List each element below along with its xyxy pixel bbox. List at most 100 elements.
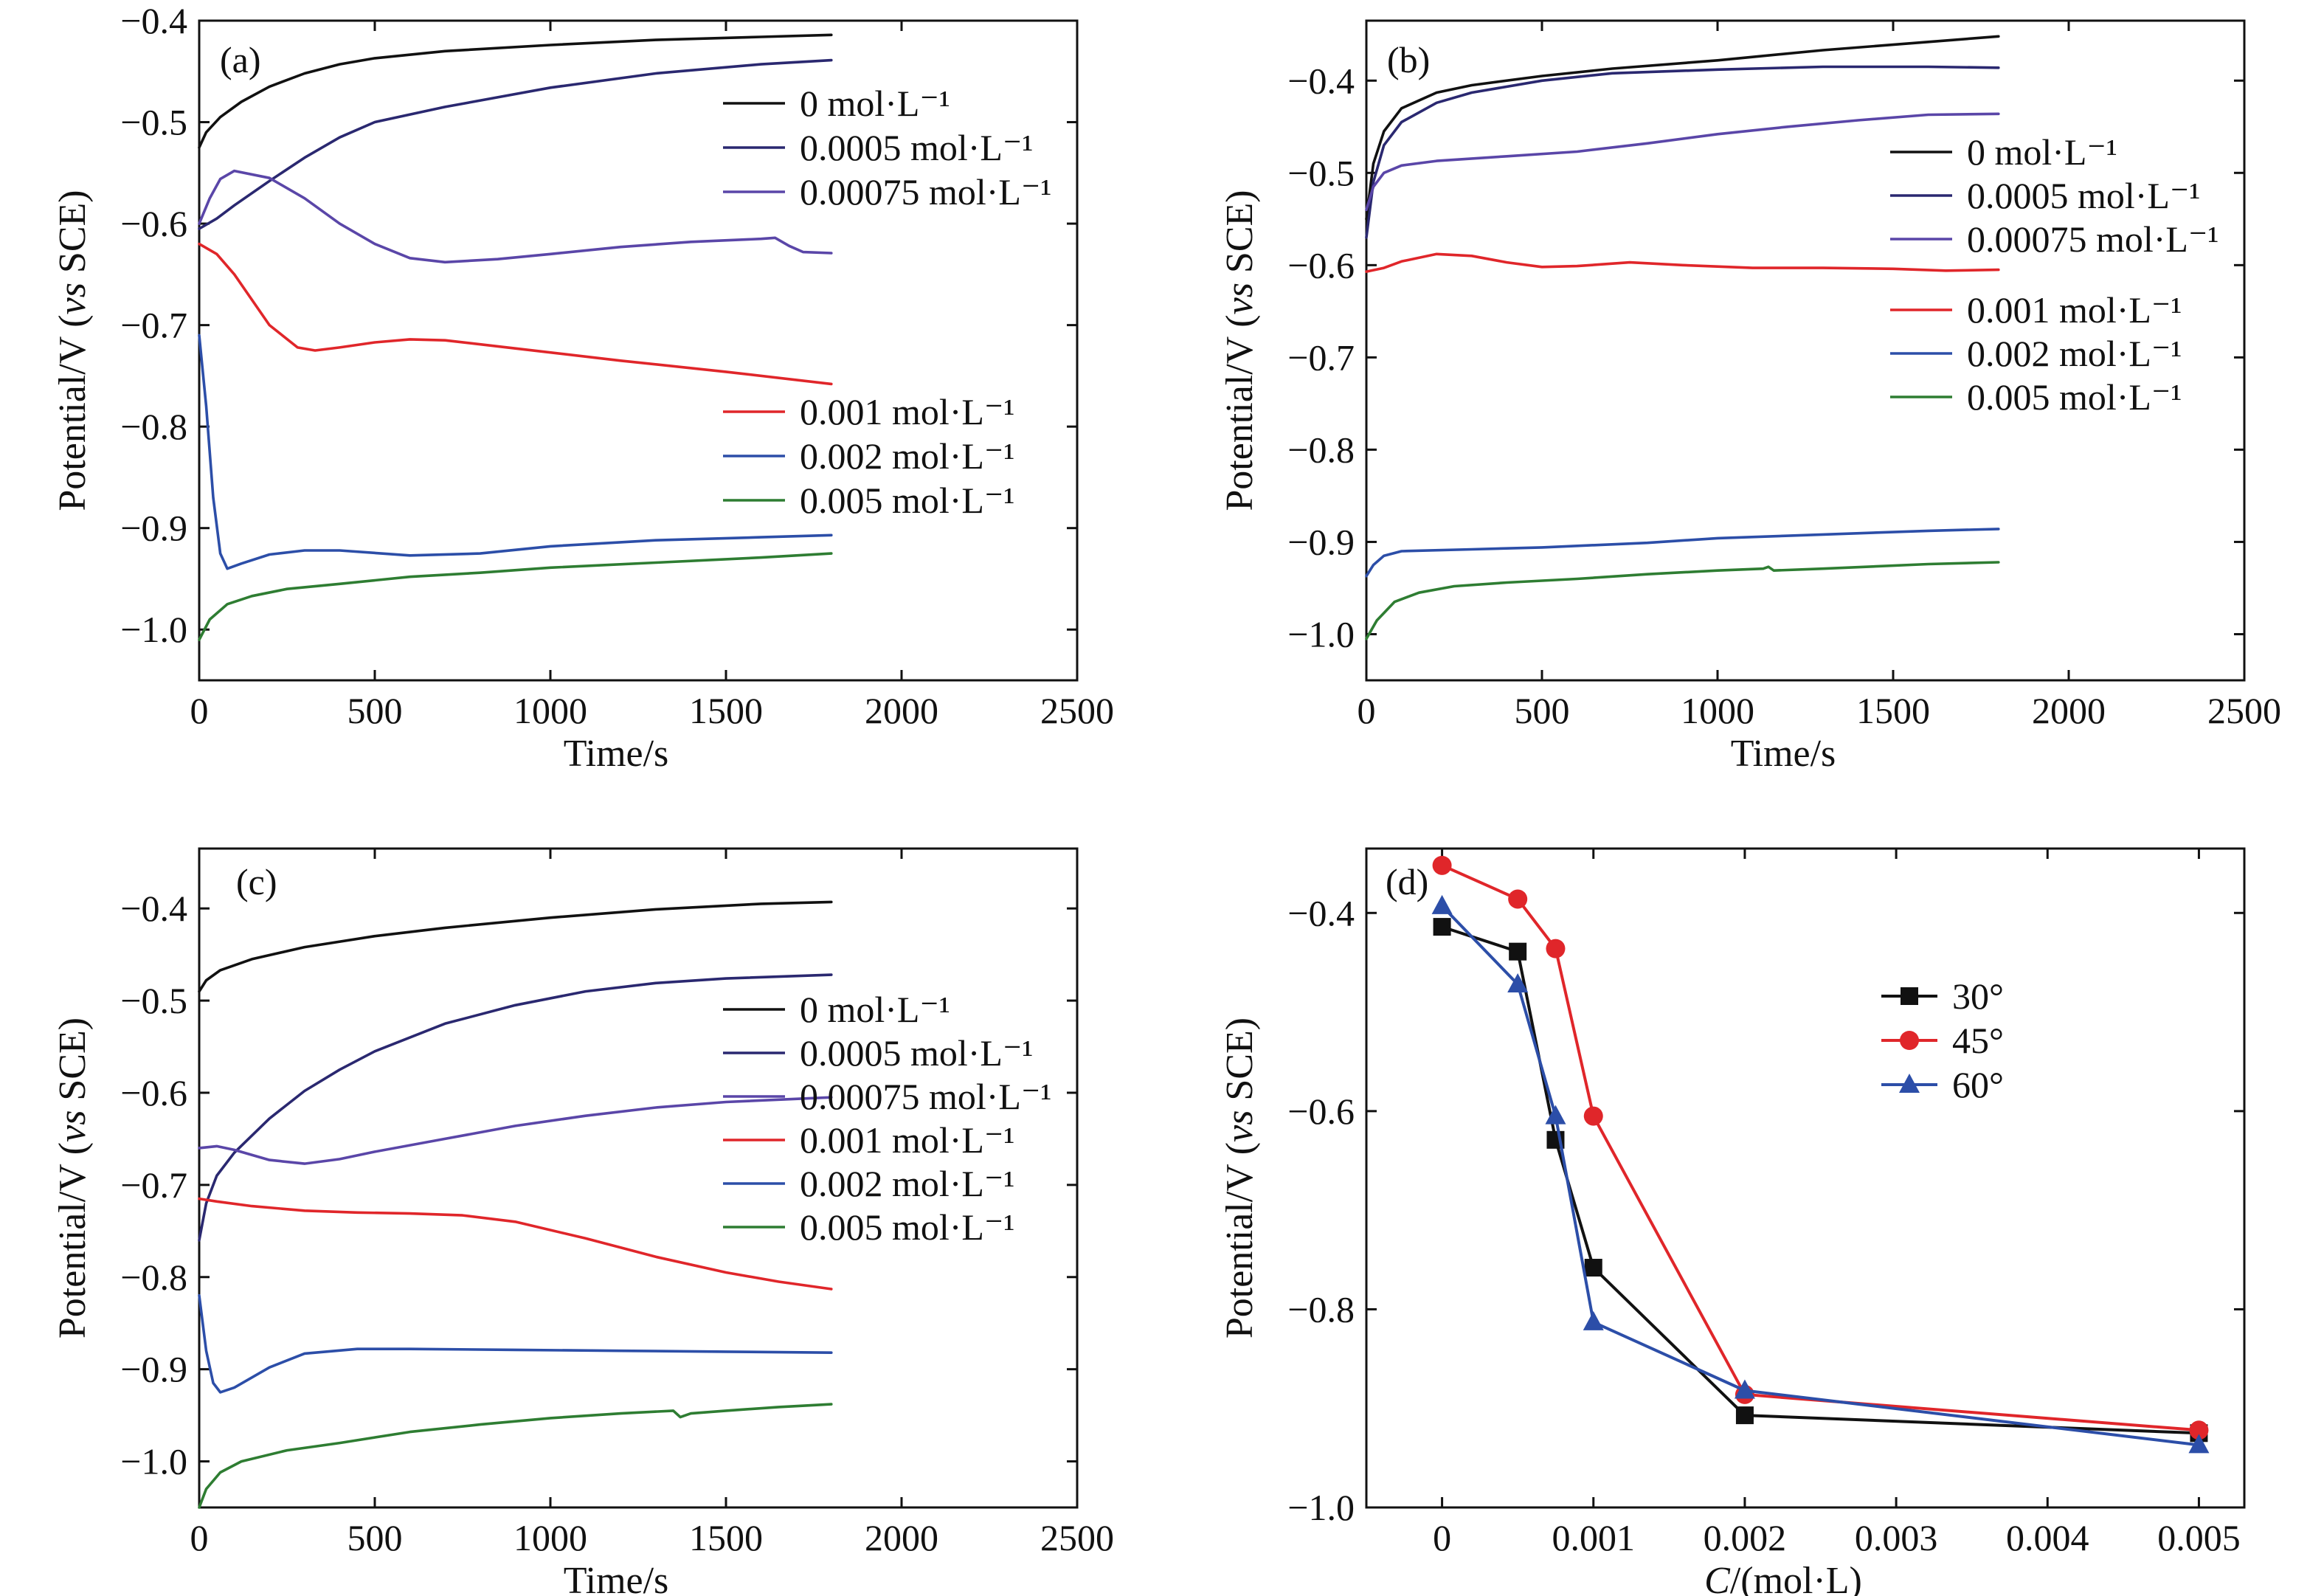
panel-a-series-line xyxy=(198,552,833,641)
panel-d-legend-marker xyxy=(1900,1031,1919,1050)
panel-a-ytick-label: −0.6 xyxy=(120,203,187,244)
panel-a-legend-label: 0.005 mol·L⁻¹ xyxy=(800,480,1014,521)
panel-b-ytick-label: −0.8 xyxy=(1287,429,1355,470)
panel-d-series-line xyxy=(1441,925,2199,1435)
panel-d-ytick-label: −1.0 xyxy=(1287,1487,1355,1528)
panel-c-ytick-label: −1.0 xyxy=(120,1441,187,1482)
panel-a-xtick-label: 1500 xyxy=(689,690,763,731)
panel-d-xtick-label: 0.001 xyxy=(1552,1517,1636,1558)
panel-c-series-line xyxy=(198,1096,833,1165)
panel-b-xtick-label: 1500 xyxy=(1856,690,1930,731)
panel-a-series-line xyxy=(198,33,833,149)
panel-c-xtick-label: 0 xyxy=(190,1517,209,1558)
panel-d-data-point xyxy=(1432,855,1452,875)
panel-c-series-line xyxy=(198,973,833,1242)
panel-d-xtick-label: 0.003 xyxy=(1855,1517,1938,1558)
panel-a-xtick-label: 1000 xyxy=(513,690,587,731)
panel-d-data-point xyxy=(1545,1105,1566,1125)
panel-b-ytick-label: −0.9 xyxy=(1287,521,1355,562)
panel-d-data-point xyxy=(1507,973,1529,992)
panel-b-ytick-label: −0.6 xyxy=(1287,244,1355,286)
panel-c-label: (c) xyxy=(236,861,277,902)
panel-b-xlabel: Time/s xyxy=(1731,733,1836,775)
panel-b-xtick-label: 500 xyxy=(1515,690,1570,731)
panel-a-ytick-label: −1.0 xyxy=(120,609,187,650)
panel-c-xtick-label: 500 xyxy=(347,1517,403,1558)
panel-b-series-line xyxy=(1365,112,2000,212)
panel-a-ytick-label: −0.4 xyxy=(120,0,187,41)
panel-a-legend-label: 0.001 mol·L⁻¹ xyxy=(800,391,1014,432)
panel-b-legend-label: 0.002 mol·L⁻¹ xyxy=(1967,333,2182,374)
panel-c-legend-label: 0.001 mol·L⁻¹ xyxy=(800,1119,1014,1161)
panel-b-label: (b) xyxy=(1387,39,1430,80)
panel-b-series-line xyxy=(1365,35,2000,221)
panel-b-legend-label: 0 mol·L⁻¹ xyxy=(1967,131,2117,173)
panel-b-series-line xyxy=(1365,65,2000,239)
panel-d-data-point xyxy=(1546,939,1566,958)
panel-a-legend-label: 0.0005 mol·L⁻¹ xyxy=(800,127,1033,168)
panel-b-xtick-label: 0 xyxy=(1358,690,1376,731)
panel-b-frame xyxy=(1365,19,2246,682)
panel-c-ylabel: Potential/V (vs SCE) xyxy=(52,1018,94,1338)
panel-c-series-line xyxy=(198,1403,833,1509)
panel-b-ytick-label: −0.4 xyxy=(1287,60,1355,101)
panel-d-legend-marker xyxy=(1901,987,1918,1005)
panel-d-xlabel: C/(mol·L) xyxy=(1704,1560,1862,1596)
panel-c-ytick-label: −0.8 xyxy=(120,1257,187,1298)
panel-c-legend-label: 0.002 mol·L⁻¹ xyxy=(800,1163,1014,1204)
panel-c-legend-label: 0.0005 mol·L⁻¹ xyxy=(800,1032,1033,1074)
panel-b-legend-label: 0.005 mol·L⁻¹ xyxy=(1967,376,2182,418)
panel-c-xtick-label: 2000 xyxy=(865,1517,938,1558)
panel-b-series-line xyxy=(1365,528,2000,578)
panel-c-legend-label: 0.00075 mol·L⁻¹ xyxy=(800,1076,1051,1117)
panel-d-data-point xyxy=(1734,1379,1755,1399)
panel-d-legend-label: 30° xyxy=(1952,975,2004,1017)
panel-a: 0 500 1000 1500 2000 2500 −1.0 −0.9 −0.8 −0.7 −0.6… xyxy=(52,0,1114,775)
panel-d-data-point xyxy=(1584,1259,1602,1277)
panel-a-label: (a) xyxy=(220,39,261,80)
panel-b-series-line xyxy=(1365,252,2000,273)
panel-b-xtick-label: 1000 xyxy=(1681,690,1754,731)
panel-d-data-point xyxy=(1583,1310,1604,1330)
panel-c-series-line xyxy=(198,900,833,993)
panel-a-frame xyxy=(198,19,1079,682)
panel-b-ytick-label: −1.0 xyxy=(1287,613,1355,654)
panel-c-legend-label: 0.005 mol·L⁻¹ xyxy=(800,1206,1014,1248)
panel-b-xtick-label: 2500 xyxy=(2207,690,2281,731)
panel-d-data-point xyxy=(2188,1434,2210,1454)
panel-d: 0 0.001 0.002 0.003 0.004 0.005 −1.0 −0.8 −0.6 −0… xyxy=(1219,847,2246,1596)
panel-a-ytick-label: −0.8 xyxy=(120,406,187,447)
panel-d-data-point xyxy=(1583,1106,1603,1126)
panel-c-xtick-label: 2500 xyxy=(1040,1517,1114,1558)
panel-d-legend-label: 45° xyxy=(1952,1020,2004,1061)
panel-a-ytick-label: −0.7 xyxy=(120,305,187,346)
panel-c-ytick-label: −0.7 xyxy=(120,1164,187,1206)
panel-a-xtick-label: 500 xyxy=(347,690,403,731)
panel-d-data-point xyxy=(1508,889,1528,909)
panel-c-series-line xyxy=(198,1197,833,1291)
panel-a-legend-label: 0 mol·L⁻¹ xyxy=(800,83,950,124)
panel-b-xtick-label: 2000 xyxy=(2032,690,2106,731)
panel-a-xtick-label: 2000 xyxy=(865,690,938,731)
panel-c-xtick-label: 1500 xyxy=(689,1517,763,1558)
panel-d-frame xyxy=(1365,847,2246,1509)
panel-b-ylabel: Potential/V (vs SCE) xyxy=(1219,190,1261,511)
panel-d-xtick-label: 0.002 xyxy=(1704,1517,1787,1558)
panel-a-xtick-label: 0 xyxy=(190,690,209,731)
panel-d-ytick-label: −0.4 xyxy=(1287,892,1355,933)
panel-b-legend-label: 0.001 mol·L⁻¹ xyxy=(1967,289,2182,331)
panel-d-data-point xyxy=(1431,894,1453,914)
panel-d-label: (d) xyxy=(1386,861,1428,902)
panel-d-data-point xyxy=(1735,1406,1754,1425)
panel-c-legend-label: 0 mol·L⁻¹ xyxy=(800,989,950,1030)
panel-d-legend-label: 60° xyxy=(1952,1064,2004,1105)
panel-a-ytick-label: −0.5 xyxy=(120,102,187,143)
panel-d-ytick-label: −0.6 xyxy=(1287,1091,1355,1132)
panel-c-xtick-label: 1000 xyxy=(513,1517,587,1558)
panel-c: 0 500 1000 1500 2000 2500 −1.0 −0.9 −0.8 −0.7 −0.6… xyxy=(52,847,1114,1596)
panel-a-series-line xyxy=(198,58,833,230)
panel-d-ylabel: Potential/V (vs SCE) xyxy=(1219,1018,1261,1338)
panel-a-series-line xyxy=(198,169,833,264)
panel-c-ytick-label: −0.4 xyxy=(120,888,187,929)
